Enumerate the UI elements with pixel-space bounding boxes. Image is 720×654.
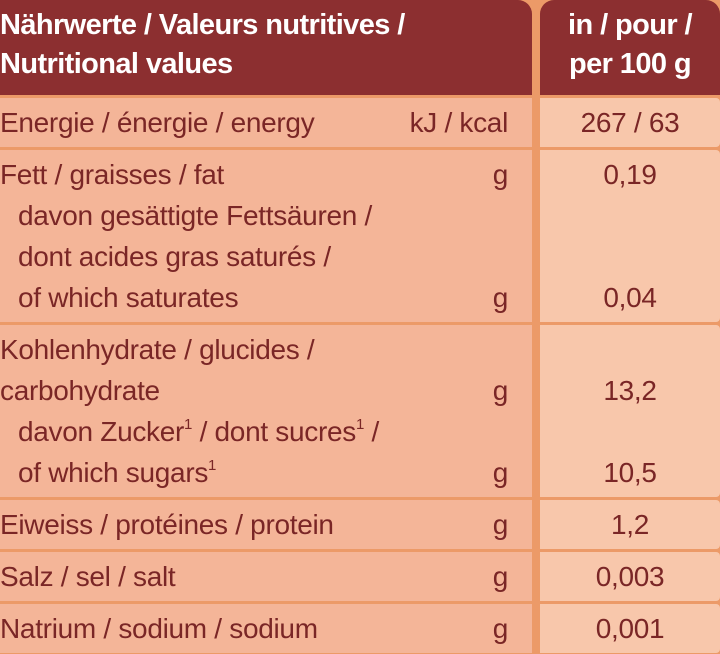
unit — [379, 411, 532, 452]
label-cell: Natrium / sodium / sodium g — [0, 604, 532, 653]
label-line: Fett / graisses / fat g — [0, 154, 532, 195]
table-row: Energie / énergie / energy kJ / kcal 267 /… — [0, 98, 720, 147]
header-amount: in / pour / — [568, 9, 692, 41]
label-line: carbohydrate g — [0, 370, 532, 411]
amount-cell: 0,003 — [540, 552, 720, 601]
nutrient-label: of which saturates — [18, 282, 239, 313]
label-line: dont acides gras saturés / — [0, 236, 532, 277]
amount-value: 0,001 — [595, 613, 665, 644]
amount-cell: 1,2 — [540, 500, 720, 549]
amount-line: 0,19 — [540, 154, 720, 195]
label-line: davon gesättigte Fettsäuren / — [0, 195, 532, 236]
amount-cell: 0,001 — [540, 604, 720, 653]
amount-line: 13,2 — [540, 370, 720, 411]
nutrient-label: Fett / graisses / fat — [0, 159, 225, 190]
table-row: Kohlenhydrate / glucides / carbohydrate g d… — [0, 325, 720, 497]
table-row: Eiweiss / protéines / protein g 1,2 — [0, 500, 720, 549]
amount-line: 0,003 — [540, 556, 720, 597]
amount-line: 10,5 — [540, 452, 720, 493]
footnote-mark: 1 — [355, 416, 365, 433]
amount-value: 1,2 — [610, 509, 650, 540]
unit: g — [492, 561, 509, 592]
amount-line — [540, 411, 720, 452]
nutrient-label: Energie / énergie / energy — [0, 107, 315, 138]
label-line: Natrium / sodium / sodium g — [0, 608, 532, 649]
header-label-cell: Nährwerte / Valeurs nutritives / Nutriti… — [0, 0, 532, 95]
header-amount-cell: in / pour / per 100 g — [540, 0, 720, 95]
label-line: of which saturates g — [0, 277, 532, 318]
amount-line — [540, 236, 720, 277]
amount-value: 13,2 — [603, 375, 657, 406]
label-line: Kohlenhydrate / glucides / — [0, 329, 532, 370]
unit: g — [492, 282, 509, 313]
footnote-mark: 1 — [184, 416, 193, 433]
amount-value: 10,5 — [603, 457, 657, 488]
nutrient-label: carbohydrate — [0, 375, 160, 406]
label-line: Salz / sel / salt g — [0, 556, 532, 597]
nutrient-label: davon gesättigte Fettsäuren / — [18, 200, 372, 231]
unit — [378, 329, 532, 370]
nutrient-label: Natrium / sodium / sodium — [0, 613, 318, 644]
unit: g — [492, 457, 509, 488]
nutrient-label: davon Zucker1 / dont sucres1 / — [0, 411, 379, 452]
label-line: Energie / énergie / energy kJ / kcal — [0, 102, 532, 143]
amount-line — [540, 195, 720, 236]
amount-value: 0,19 — [603, 159, 657, 190]
table-row: Salz / sel / salt g 0,003 — [0, 552, 720, 601]
unit: g — [492, 613, 509, 644]
label-cell: Fett / graisses / fat g davon gesättigte F… — [0, 150, 532, 322]
label-text: of which sugars — [18, 457, 209, 488]
nutrient-label: dont acides gras saturés / — [18, 241, 331, 272]
amount-cell: 13,2 10,5 — [540, 325, 720, 497]
amount-line — [540, 329, 720, 370]
unit: g — [492, 509, 509, 540]
label-line: Eiweiss / protéines / protein g — [0, 504, 532, 545]
header-label: Nährwerte / Valeurs nutritives / — [0, 9, 405, 41]
amount-value — [540, 329, 720, 370]
label-line: of which sugars1 g — [0, 452, 532, 493]
amount-cell: 0,19 0,04 — [540, 150, 720, 322]
label-cell: Energie / énergie / energy kJ / kcal — [0, 98, 532, 147]
nutrient-label: Kohlenhydrate / glucides / — [0, 334, 315, 365]
amount-value: 0,04 — [603, 282, 657, 313]
amount-value — [540, 195, 720, 236]
header-amount: per 100 g — [569, 48, 692, 80]
table-row: Fett / graisses / fat g davon gesättigte F… — [0, 150, 720, 322]
amount-line: 267 / 63 — [540, 102, 720, 143]
amount-value: 267 / 63 — [580, 107, 680, 138]
footnote-mark: 1 — [208, 457, 217, 474]
unit — [378, 236, 532, 277]
amount-value: 0,003 — [595, 561, 665, 592]
nutrient-label: of which sugars1 — [0, 452, 378, 493]
amount-line: 1,2 — [540, 504, 720, 545]
label-cell: Salz / sel / salt g — [0, 552, 532, 601]
unit — [378, 195, 532, 236]
amount-value — [540, 411, 720, 452]
nutrient-label: Salz / sel / salt — [0, 561, 176, 592]
label-text: / — [364, 416, 380, 447]
unit: g — [492, 375, 509, 406]
amount-cell: 267 / 63 — [540, 98, 720, 147]
table-row: Natrium / sodium / sodium g 0,001 — [0, 604, 720, 653]
unit: kJ / kcal — [409, 107, 509, 138]
label-cell: Kohlenhydrate / glucides / carbohydrate g d… — [0, 325, 532, 497]
label-line: davon Zucker1 / dont sucres1 / — [0, 411, 532, 452]
amount-value — [540, 236, 720, 277]
unit: g — [492, 159, 509, 190]
label-cell: Eiweiss / protéines / protein g — [0, 500, 532, 549]
label-text: / dont sucres — [192, 416, 357, 447]
table-header: Nährwerte / Valeurs nutritives / Nutriti… — [0, 0, 720, 95]
amount-line: 0,04 — [540, 277, 720, 318]
header-label: Nutritional values — [0, 48, 233, 80]
nutrient-label: Eiweiss / protéines / protein — [0, 509, 334, 540]
label-text: davon Zucker — [18, 416, 185, 447]
amount-line: 0,001 — [540, 608, 720, 649]
